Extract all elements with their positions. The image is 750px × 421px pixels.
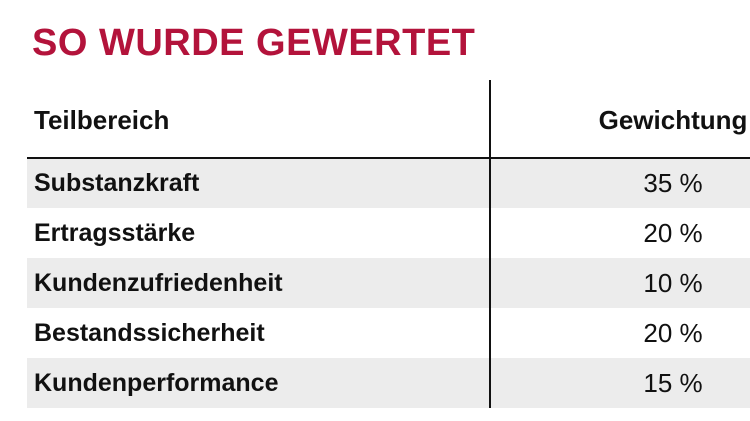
- column-divider: [489, 80, 491, 408]
- row-label: Ertragsstärke: [34, 218, 196, 247]
- table-row: Kundenperformance 15 %: [27, 358, 750, 408]
- table-row: Substanzkraft 35 %: [27, 158, 750, 208]
- table-row: Bestandssicherheit 20 %: [27, 308, 750, 358]
- row-label: Kundenzufriedenheit: [34, 268, 283, 297]
- row-label: Bestandssicherheit: [34, 318, 265, 347]
- weight-cell: 20 %: [643, 217, 703, 248]
- header-row: Teilbereich Gewichtung: [27, 95, 750, 145]
- header-divider: [27, 157, 750, 159]
- table-row: Ertragsstärke 20 %: [27, 208, 750, 258]
- table-row: Kundenzufriedenheit 10 %: [27, 258, 750, 308]
- weight-cell: 35 %: [643, 167, 703, 198]
- row-label: Substanzkraft: [34, 168, 200, 197]
- column-header: Gewichtung: [598, 104, 748, 135]
- row-label: Kundenperformance: [34, 368, 279, 397]
- column-header: Teilbereich: [34, 104, 170, 135]
- weight-cell: 20 %: [643, 317, 703, 348]
- weight-cell: 10 %: [643, 267, 703, 298]
- weight-cell: 15 %: [643, 367, 703, 398]
- title: SO WURDE GEWERTET: [32, 22, 476, 64]
